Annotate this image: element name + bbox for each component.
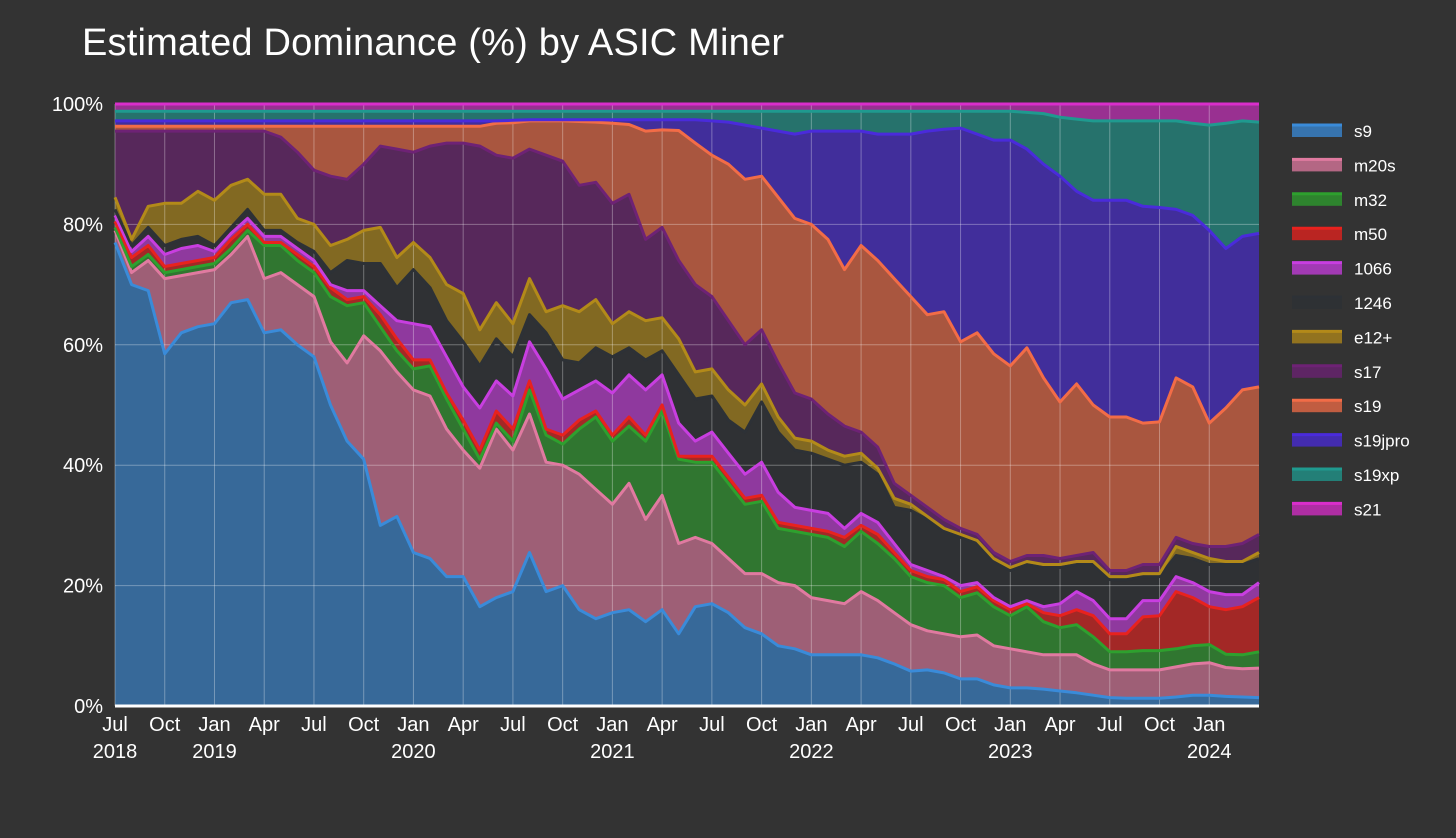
legend-label-s19: s19 — [1354, 397, 1381, 416]
x-tick-label: Apr — [647, 714, 678, 736]
legend-item-e12+[interactable]: e12+ — [1292, 328, 1392, 347]
legend-swatch-1246 — [1292, 297, 1342, 309]
legend-label-m32: m32 — [1354, 191, 1387, 210]
area-m20s — [115, 230, 1259, 699]
x-tick-label: Jan — [1193, 714, 1225, 736]
legend-swatch-1066 — [1292, 262, 1342, 275]
axes-layer: 0% 20% 40% 60% 80% 100% Jul 2018 Oct Jan 2019 Apr Ju… — [52, 94, 1259, 763]
x-tick-label: Oct — [1144, 714, 1176, 736]
line-s17 — [115, 129, 1260, 572]
legend-swatch-m50 — [1292, 228, 1342, 241]
x-tick-label: Oct — [746, 714, 778, 736]
x-tick-label: Jan — [198, 714, 230, 736]
legend-swatch-s19xp — [1292, 469, 1342, 481]
legend-item-m50[interactable]: m50 — [1292, 225, 1387, 244]
area-s19jpro — [115, 119, 1259, 424]
y-tick-label: 0% — [74, 696, 103, 718]
x-tick-label: Jul — [102, 714, 128, 736]
x-tick-label: Apr — [1044, 714, 1075, 736]
line-s19xp — [115, 109, 1260, 127]
y-tick-label: 20% — [63, 576, 103, 598]
x-tick-year: 2024 — [1187, 741, 1232, 763]
legend-label-1246: 1246 — [1354, 294, 1392, 313]
area-s21 — [115, 104, 1259, 126]
legend-label-s17: s17 — [1354, 363, 1381, 382]
area-layer — [115, 104, 1259, 706]
line-s19 — [115, 119, 1260, 425]
legend-label-s19xp: s19xp — [1354, 466, 1399, 485]
legend-item-1066[interactable]: 1066 — [1292, 260, 1392, 279]
x-tick-label: Jul — [699, 714, 725, 736]
legend-item-s19xp[interactable]: s19xp — [1292, 466, 1399, 485]
line-e12+ — [113, 177, 1260, 579]
area-1246 — [115, 209, 1259, 619]
y-tick-label: 80% — [63, 214, 103, 236]
line-s19jpro — [115, 118, 1260, 250]
legend: s9 m20s m32 m50 1066 1246 e12+ s17 s19 s19jpro s19… — [1292, 122, 1410, 519]
y-tick-label: 60% — [63, 335, 103, 357]
legend-item-s19[interactable]: s19 — [1292, 397, 1381, 416]
line-m50 — [113, 220, 1260, 636]
x-tick-label: Jul — [1097, 714, 1123, 736]
area-s19xp — [115, 111, 1259, 249]
legend-item-m32[interactable]: m32 — [1292, 191, 1387, 210]
area-s9 — [115, 242, 1259, 706]
x-tick-year: 2023 — [988, 741, 1033, 763]
legend-swatch-s21 — [1292, 503, 1342, 516]
x-tick-label: Jul — [301, 714, 327, 736]
x-tick-label: Jan — [994, 714, 1026, 736]
x-tick-label: Oct — [348, 714, 380, 736]
area-e12+ — [115, 179, 1259, 580]
legend-swatch-s9 — [1292, 125, 1342, 137]
y-tick-label: 40% — [63, 455, 103, 477]
legend-label-s19jpro: s19jpro — [1354, 432, 1410, 451]
legend-swatch-s17 — [1292, 365, 1342, 378]
legend-item-s19jpro[interactable]: s19jpro — [1292, 432, 1410, 451]
x-tick-year: 2020 — [391, 741, 436, 763]
legend-swatch-s19 — [1292, 400, 1342, 413]
legend-swatch-e12+ — [1292, 331, 1342, 344]
x-tick-label: Apr — [448, 714, 479, 736]
x-tick-label: Jan — [397, 714, 429, 736]
x-tick-year: 2019 — [192, 741, 237, 763]
x-tick-year: 2021 — [590, 741, 635, 763]
area-s19 — [115, 120, 1259, 571]
x-tick-label: Oct — [149, 714, 181, 736]
legend-swatch-s19jpro — [1292, 434, 1342, 447]
legend-item-1246[interactable]: 1246 — [1292, 294, 1392, 313]
y-tick-label: 100% — [52, 94, 103, 116]
legend-label-1066: 1066 — [1354, 260, 1392, 279]
x-tick-year: 2022 — [789, 741, 834, 763]
line-1246 — [113, 207, 1260, 582]
legend-label-s9: s9 — [1354, 122, 1372, 141]
x-tick-label: Jul — [500, 714, 526, 736]
line-layer — [113, 102, 1260, 700]
x-tick-label: Apr — [846, 714, 877, 736]
legend-item-m20s[interactable]: m20s — [1292, 156, 1396, 175]
legend-item-s21[interactable]: s21 — [1292, 500, 1381, 519]
line-m20s — [113, 229, 1260, 672]
x-tick-label: Jan — [795, 714, 827, 736]
legend-label-e12+: e12+ — [1354, 328, 1392, 347]
line-m32 — [113, 226, 1260, 657]
chart-title: Estimated Dominance (%) by ASIC Miner — [82, 22, 785, 64]
x-tick-label: Apr — [249, 714, 280, 736]
line-s9 — [113, 241, 1260, 700]
legend-label-s21: s21 — [1354, 500, 1381, 519]
x-tick-label: Jul — [898, 714, 924, 736]
legend-label-m20s: m20s — [1354, 156, 1396, 175]
legend-item-s9[interactable]: s9 — [1292, 122, 1372, 141]
x-tick-year: 2018 — [93, 741, 138, 763]
legend-label-m50: m50 — [1354, 225, 1387, 244]
x-tick-label: Oct — [547, 714, 579, 736]
legend-item-s17[interactable]: s17 — [1292, 363, 1381, 382]
x-tick-label: Oct — [945, 714, 977, 736]
legend-swatch-m20s — [1292, 159, 1342, 172]
legend-swatch-m32 — [1292, 193, 1342, 206]
x-tick-label: Jan — [596, 714, 628, 736]
line-1066 — [113, 214, 1260, 621]
